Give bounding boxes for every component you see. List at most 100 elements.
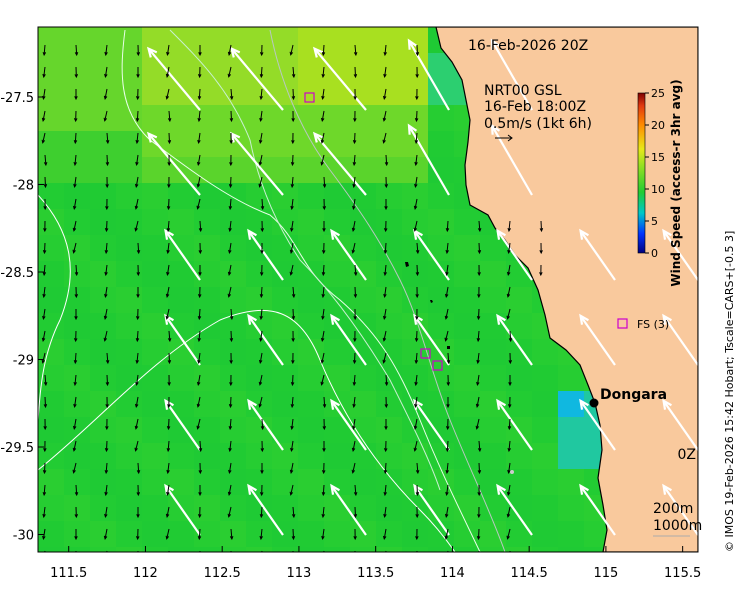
current-arrow-head bbox=[352, 161, 357, 167]
current-arrow bbox=[416, 242, 419, 254]
current-arrow-head bbox=[197, 74, 202, 79]
current-arrow-head bbox=[228, 447, 232, 453]
current-arrow-head bbox=[229, 360, 233, 365]
grid-cell bbox=[428, 157, 454, 183]
dongara-marker[interactable] bbox=[589, 398, 599, 408]
grid-cell bbox=[376, 157, 402, 183]
current-arrow bbox=[291, 374, 294, 386]
station-marker-2[interactable] bbox=[420, 348, 431, 359]
current-arrow-head bbox=[105, 426, 109, 431]
current-arrow-head bbox=[383, 470, 388, 475]
grid-cell bbox=[272, 391, 298, 417]
fs-marker[interactable] bbox=[617, 318, 628, 329]
wind-arrow bbox=[247, 315, 284, 366]
current-arrow bbox=[228, 66, 232, 77]
current-arrow bbox=[229, 396, 232, 408]
current-arrow-head bbox=[230, 558, 233, 561]
wind-arrow bbox=[579, 400, 616, 451]
current-arrow-head bbox=[166, 249, 170, 255]
current-arrow bbox=[384, 484, 387, 495]
grid-cell bbox=[142, 339, 168, 365]
current-arrow-head bbox=[165, 293, 170, 298]
wind-arrow-head bbox=[662, 313, 672, 325]
current-arrow bbox=[75, 484, 78, 496]
current-arrow-head bbox=[43, 161, 48, 167]
grid-cell bbox=[142, 183, 168, 209]
wind-arrow bbox=[496, 400, 533, 451]
current-arrow bbox=[106, 154, 109, 166]
current-arrow-head bbox=[539, 228, 544, 233]
current-arrow bbox=[135, 396, 139, 407]
grid-cell bbox=[376, 391, 402, 417]
wind-arrow bbox=[230, 48, 284, 111]
current-arrow-head bbox=[384, 162, 389, 167]
current-arrow-head bbox=[259, 514, 264, 519]
current-arrow-head bbox=[136, 558, 139, 561]
current-arrow bbox=[291, 198, 294, 209]
current-arrow-head bbox=[506, 315, 510, 320]
x-tick-label: 112.5 bbox=[204, 566, 241, 581]
current-arrow-head bbox=[135, 536, 140, 541]
grid-cell bbox=[64, 443, 90, 469]
current-arrow-head bbox=[259, 315, 263, 321]
current-arrow-head bbox=[135, 338, 140, 343]
grid-cell bbox=[246, 261, 272, 287]
grid-cell bbox=[246, 131, 272, 157]
grid-cell bbox=[298, 391, 324, 417]
current-arrow bbox=[260, 506, 263, 518]
current-arrow-head bbox=[196, 381, 201, 386]
current-arrow bbox=[508, 418, 511, 430]
wind-arrow-head bbox=[413, 483, 423, 495]
current-arrow-head bbox=[415, 316, 419, 321]
grid-cell bbox=[350, 521, 376, 547]
current-arrow bbox=[197, 176, 201, 187]
current-arrow bbox=[446, 220, 449, 232]
current-arrow-head bbox=[228, 404, 233, 409]
wind-arrow bbox=[147, 133, 201, 196]
grid-cell bbox=[480, 287, 506, 313]
current-arrow bbox=[230, 528, 233, 540]
current-arrow-head bbox=[353, 536, 357, 541]
grid-cell bbox=[246, 105, 272, 131]
current-arrow-head bbox=[74, 316, 78, 321]
current-arrow-head bbox=[445, 271, 449, 277]
current-arrow-head bbox=[353, 316, 357, 321]
grid-cell bbox=[350, 53, 376, 79]
current-arrow-head bbox=[414, 359, 419, 365]
grid-cell bbox=[402, 157, 428, 183]
grid-cell bbox=[480, 365, 506, 391]
station-marker-3[interactable] bbox=[432, 360, 443, 371]
grid-cell bbox=[558, 495, 584, 521]
current-arrow bbox=[228, 44, 232, 55]
grid-cell bbox=[64, 339, 90, 365]
grid-cell bbox=[64, 365, 90, 391]
current-arrow bbox=[168, 352, 171, 364]
grid-cell bbox=[376, 287, 402, 313]
grid-cell bbox=[246, 27, 272, 53]
current-arrow bbox=[198, 528, 201, 540]
current-arrow-head bbox=[445, 558, 448, 561]
current-arrow bbox=[261, 418, 264, 430]
grid-cell bbox=[558, 469, 584, 495]
current-arrow-head bbox=[260, 470, 264, 475]
x-tick-label: 115 bbox=[593, 566, 618, 581]
station-marker-1[interactable] bbox=[304, 92, 315, 103]
current-arrow bbox=[259, 352, 263, 363]
current-arrow-head bbox=[353, 338, 357, 343]
grid-cell bbox=[38, 183, 64, 209]
current-arrow bbox=[415, 132, 418, 144]
current-arrow-head bbox=[383, 448, 388, 453]
wind-arrow-head bbox=[312, 131, 324, 143]
current-arrow bbox=[354, 264, 357, 276]
current-arrow-head bbox=[197, 117, 201, 123]
grid-cell bbox=[116, 235, 142, 261]
current-arrow bbox=[292, 88, 295, 100]
grid-cell bbox=[298, 209, 324, 235]
wind-arrow-head bbox=[247, 483, 257, 495]
current-arrow bbox=[106, 132, 109, 144]
map-plot-area[interactable] bbox=[38, 27, 714, 573]
x-axis: 111.5 112 112.5 113 113.5 114 114.5 115 115.5 bbox=[50, 546, 701, 581]
current-arrow-head bbox=[508, 338, 513, 343]
current-arrow-head bbox=[259, 74, 264, 79]
current-arrow-head bbox=[197, 316, 202, 321]
